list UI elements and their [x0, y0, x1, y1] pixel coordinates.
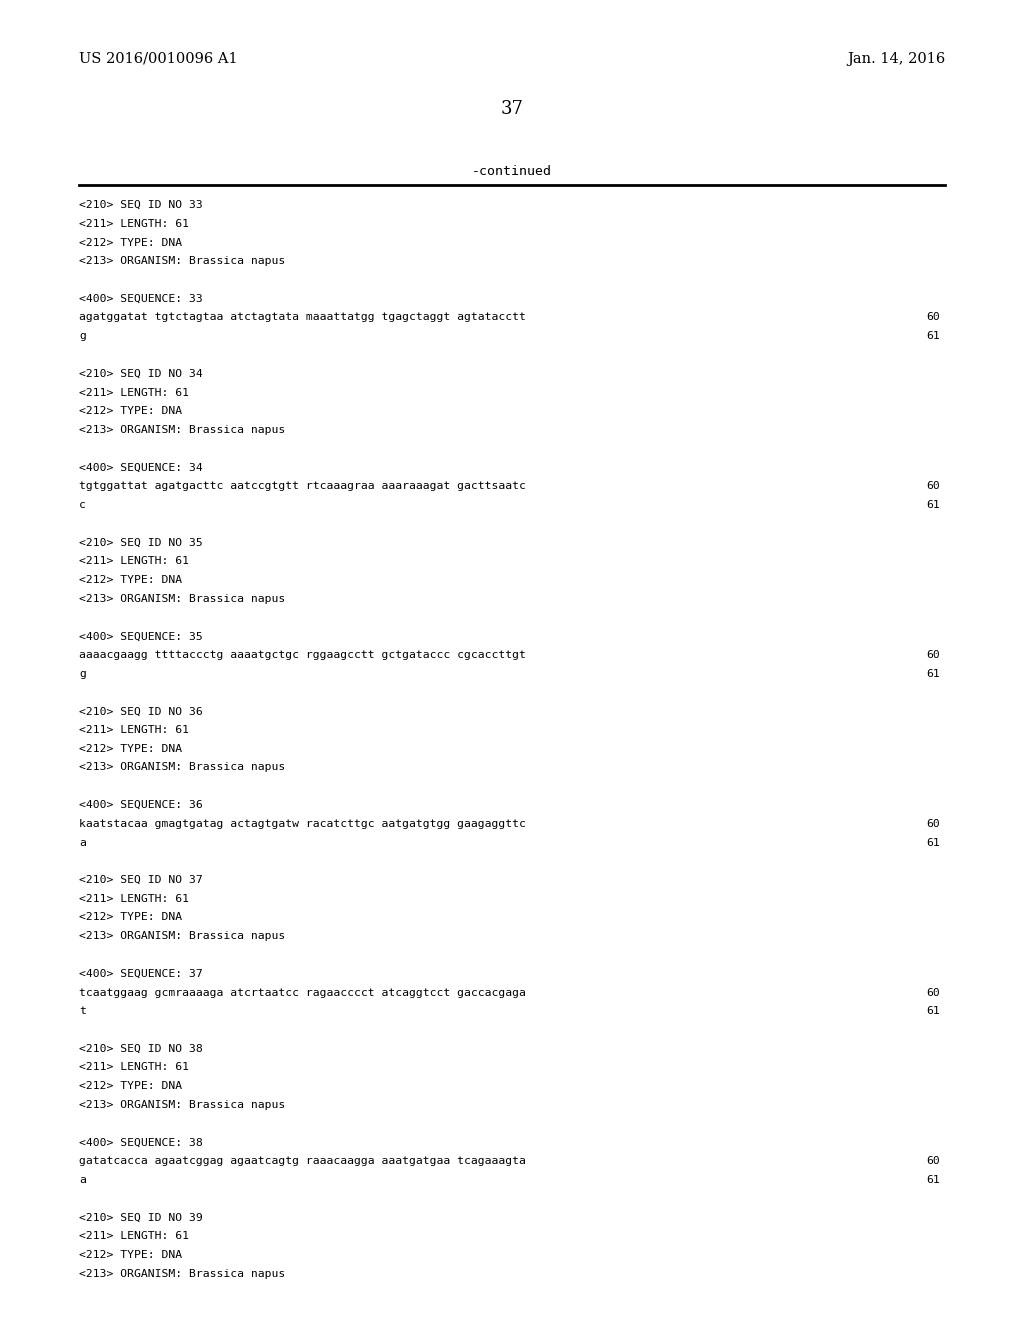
Text: 60: 60	[927, 313, 940, 322]
Text: g: g	[79, 669, 86, 678]
Text: 61: 61	[927, 837, 940, 847]
Text: <210> SEQ ID NO 36: <210> SEQ ID NO 36	[79, 706, 203, 717]
Text: <212> TYPE: DNA: <212> TYPE: DNA	[79, 912, 182, 923]
Text: <210> SEQ ID NO 35: <210> SEQ ID NO 35	[79, 537, 203, 548]
Text: 60: 60	[927, 987, 940, 998]
Text: <213> ORGANISM: Brassica napus: <213> ORGANISM: Brassica napus	[79, 256, 286, 267]
Text: <210> SEQ ID NO 34: <210> SEQ ID NO 34	[79, 368, 203, 379]
Text: 37: 37	[501, 100, 523, 117]
Text: 60: 60	[927, 649, 940, 660]
Text: <212> TYPE: DNA: <212> TYPE: DNA	[79, 407, 182, 416]
Text: Jan. 14, 2016: Jan. 14, 2016	[847, 51, 945, 66]
Text: 60: 60	[927, 1156, 940, 1167]
Text: <213> ORGANISM: Brassica napus: <213> ORGANISM: Brassica napus	[79, 1100, 286, 1110]
Text: <210> SEQ ID NO 37: <210> SEQ ID NO 37	[79, 875, 203, 884]
Text: <211> LENGTH: 61: <211> LENGTH: 61	[79, 388, 189, 397]
Text: 61: 61	[927, 500, 940, 510]
Text: tcaatggaag gcmraaaaga atcrtaatcc ragaacccct atcaggtcct gaccacgaga: tcaatggaag gcmraaaaga atcrtaatcc ragaacc…	[79, 987, 526, 998]
Text: <400> SEQUENCE: 36: <400> SEQUENCE: 36	[79, 800, 203, 810]
Text: <211> LENGTH: 61: <211> LENGTH: 61	[79, 894, 189, 904]
Text: <211> LENGTH: 61: <211> LENGTH: 61	[79, 1063, 189, 1072]
Text: <211> LENGTH: 61: <211> LENGTH: 61	[79, 725, 189, 735]
Text: g: g	[79, 331, 86, 342]
Text: <400> SEQUENCE: 37: <400> SEQUENCE: 37	[79, 969, 203, 978]
Text: aaaacgaagg ttttaccctg aaaatgctgc rggaagcctt gctgataccc cgcaccttgt: aaaacgaagg ttttaccctg aaaatgctgc rggaagc…	[79, 649, 526, 660]
Text: US 2016/0010096 A1: US 2016/0010096 A1	[79, 51, 238, 66]
Text: <400> SEQUENCE: 35: <400> SEQUENCE: 35	[79, 631, 203, 642]
Text: tgtggattat agatgacttc aatccgtgtt rtcaaagraa aaaraaagat gacttsaatc: tgtggattat agatgacttc aatccgtgtt rtcaaag…	[79, 482, 526, 491]
Text: <212> TYPE: DNA: <212> TYPE: DNA	[79, 1081, 182, 1092]
Text: a: a	[79, 1175, 86, 1185]
Text: 60: 60	[927, 482, 940, 491]
Text: <210> SEQ ID NO 38: <210> SEQ ID NO 38	[79, 1044, 203, 1053]
Text: <400> SEQUENCE: 33: <400> SEQUENCE: 33	[79, 294, 203, 304]
Text: <210> SEQ ID NO 39: <210> SEQ ID NO 39	[79, 1213, 203, 1222]
Text: gatatcacca agaatcggag agaatcagtg raaacaagga aaatgatgaa tcagaaagta: gatatcacca agaatcggag agaatcagtg raaacaa…	[79, 1156, 526, 1167]
Text: <213> ORGANISM: Brassica napus: <213> ORGANISM: Brassica napus	[79, 594, 286, 603]
Text: 61: 61	[927, 669, 940, 678]
Text: 61: 61	[927, 1175, 940, 1185]
Text: t: t	[79, 1006, 86, 1016]
Text: 61: 61	[927, 331, 940, 342]
Text: 61: 61	[927, 1006, 940, 1016]
Text: kaatstacaa gmagtgatag actagtgatw racatcttgc aatgatgtgg gaagaggttc: kaatstacaa gmagtgatag actagtgatw racatct…	[79, 818, 526, 829]
Text: <400> SEQUENCE: 34: <400> SEQUENCE: 34	[79, 462, 203, 473]
Text: a: a	[79, 837, 86, 847]
Text: <213> ORGANISM: Brassica napus: <213> ORGANISM: Brassica napus	[79, 425, 286, 436]
Text: <213> ORGANISM: Brassica napus: <213> ORGANISM: Brassica napus	[79, 931, 286, 941]
Text: c: c	[79, 500, 86, 510]
Text: 60: 60	[927, 818, 940, 829]
Text: -continued: -continued	[472, 165, 552, 178]
Text: <212> TYPE: DNA: <212> TYPE: DNA	[79, 576, 182, 585]
Text: <213> ORGANISM: Brassica napus: <213> ORGANISM: Brassica napus	[79, 1269, 286, 1279]
Text: <213> ORGANISM: Brassica napus: <213> ORGANISM: Brassica napus	[79, 763, 286, 772]
Text: <211> LENGTH: 61: <211> LENGTH: 61	[79, 1232, 189, 1241]
Text: <210> SEQ ID NO 33: <210> SEQ ID NO 33	[79, 201, 203, 210]
Text: <212> TYPE: DNA: <212> TYPE: DNA	[79, 743, 182, 754]
Text: <211> LENGTH: 61: <211> LENGTH: 61	[79, 556, 189, 566]
Text: <212> TYPE: DNA: <212> TYPE: DNA	[79, 1250, 182, 1261]
Text: <211> LENGTH: 61: <211> LENGTH: 61	[79, 219, 189, 228]
Text: <400> SEQUENCE: 38: <400> SEQUENCE: 38	[79, 1138, 203, 1147]
Text: agatggatat tgtctagtaa atctagtata maaattatgg tgagctaggt agtatacctt: agatggatat tgtctagtaa atctagtata maaatta…	[79, 313, 526, 322]
Text: <212> TYPE: DNA: <212> TYPE: DNA	[79, 238, 182, 248]
